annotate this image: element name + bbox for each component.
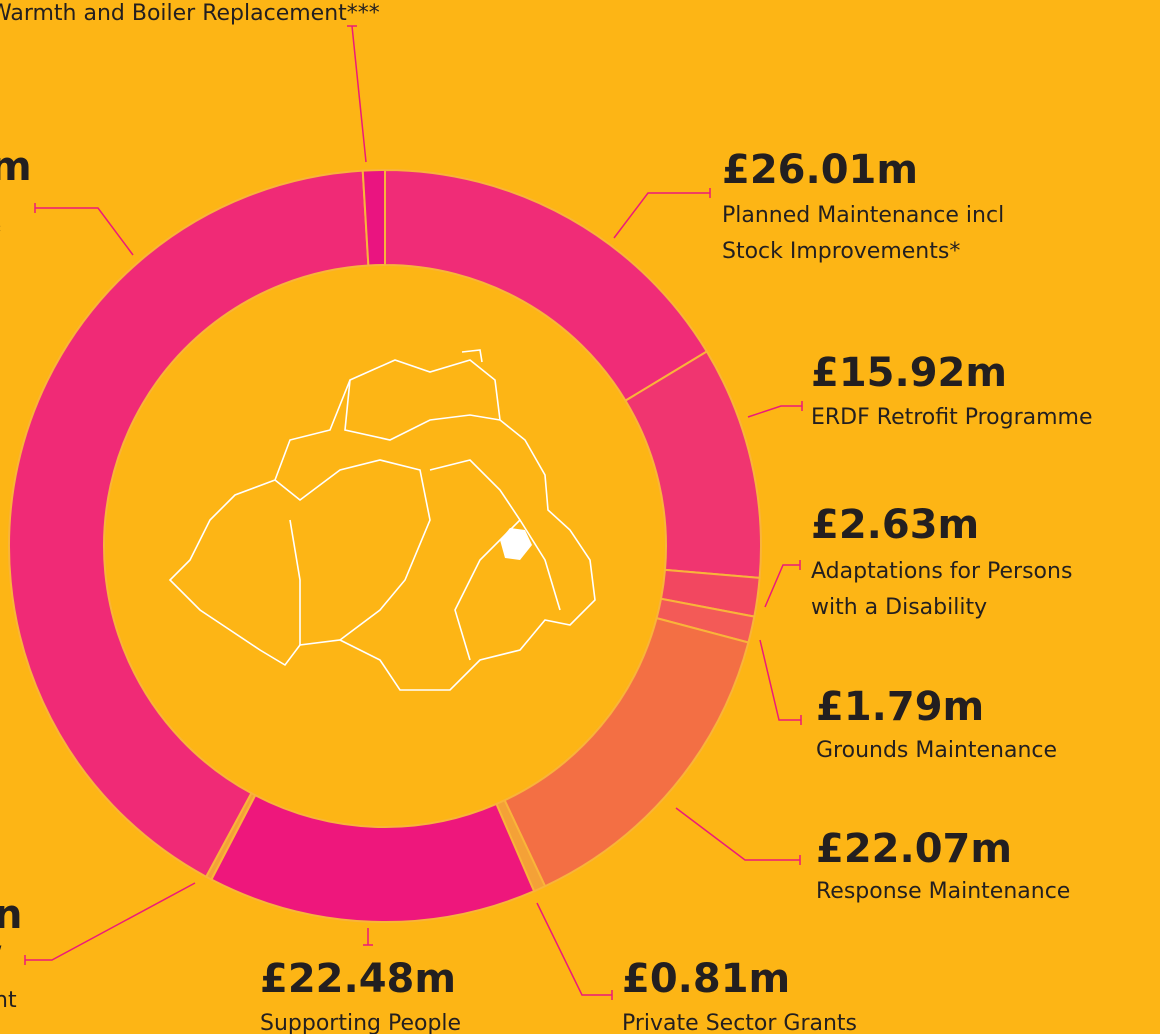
value-label: £22.48m [260,956,456,1002]
value-label: £1.79m [816,684,984,730]
donut [8,168,762,923]
category-label: Planned Maintenance incl [722,203,1004,228]
value-label: m [0,144,32,190]
labels: £26.01m Planned Maintenance incl Stock Imp… [0,1,1093,1034]
category-label: * [0,221,1,246]
category-label: Private Sector Grants [622,1011,857,1034]
category-label: Stock Improvements* [722,239,960,264]
segment [361,168,386,267]
value-label: £15.92m [811,350,1007,396]
map [168,349,596,691]
category-label: Response Maintenance [816,879,1070,904]
category-label: ERDF Retrofit Programme [811,405,1093,430]
category-label: with a Disability [811,595,987,620]
value-label: £26.01m [722,147,918,193]
category-label: Warmth and Boiler Replacement*** [0,1,380,26]
category-label: Grounds Maintenance [816,738,1057,763]
value-label: £0.81m [622,956,790,1002]
category-label: / [0,943,2,968]
category-label: Adaptations for Persons [811,559,1072,584]
value-label: £22.07m [816,826,1012,872]
category-label: nt [0,988,17,1013]
segment [8,169,370,879]
map-highlight [500,528,532,560]
value-label: n [0,892,22,938]
category-label: Supporting People [260,1011,461,1034]
leader-lines [24,25,803,1000]
value-label: £2.63m [811,502,979,548]
